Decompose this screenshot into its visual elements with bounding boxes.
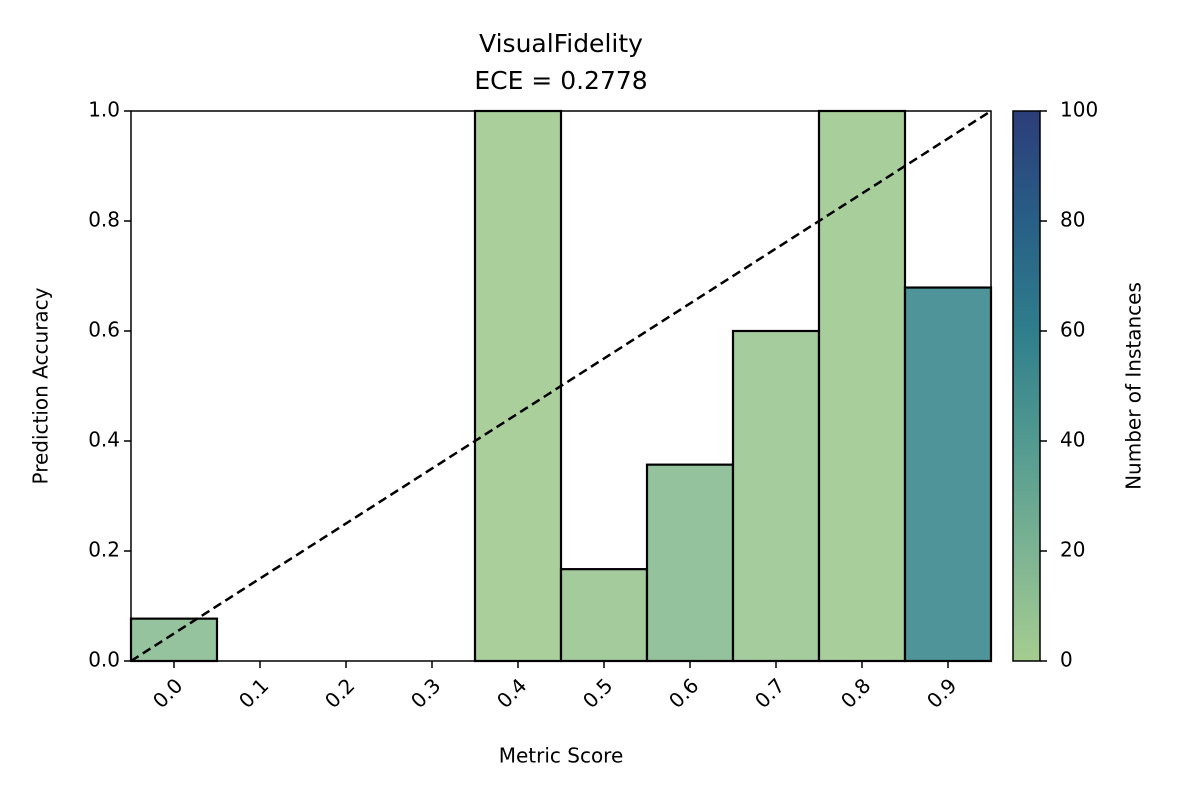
y-tick-label: 0.6: [88, 318, 120, 342]
bar: [731, 329, 821, 663]
chart-title: VisualFidelity: [479, 29, 643, 58]
bar: [903, 286, 993, 663]
x-tick-label: 0.2: [320, 673, 359, 712]
y-tick-label: 0.2: [88, 538, 120, 562]
bar: [559, 568, 649, 663]
y-tick-label: 0.0: [88, 648, 120, 672]
y-axis-label: Prediction Accuracy: [29, 287, 53, 484]
colorbar-tick-label: 80: [1060, 208, 1085, 232]
colorbar-tick-label: 60: [1060, 318, 1085, 342]
colorbar-tick-label: 20: [1060, 538, 1085, 562]
y-tick-label: 0.8: [88, 208, 120, 232]
y-tick-label: 1.0: [88, 98, 120, 122]
x-tick-label: 0.0: [148, 673, 187, 712]
colorbar-label: Number of Instances: [1122, 282, 1146, 490]
colorbar: [1012, 110, 1041, 662]
x-tick-label: 0.8: [836, 673, 875, 712]
x-tick-label: 0.1: [234, 673, 273, 712]
chart-subtitle: ECE = 0.2778: [474, 66, 647, 95]
x-tick-label: 0.3: [406, 673, 445, 712]
x-tick-label: 0.7: [750, 673, 789, 712]
bar: [817, 109, 907, 663]
x-tick-label: 0.6: [664, 673, 703, 712]
x-tick-label: 0.9: [922, 673, 961, 712]
x-tick-label: 0.5: [578, 673, 617, 712]
y-tick-label: 0.4: [88, 428, 120, 452]
bar: [645, 463, 735, 663]
x-tick-label: 0.4: [492, 673, 531, 712]
bar: [473, 109, 563, 663]
bar: [129, 617, 219, 663]
colorbar-tick-label: 0: [1060, 648, 1073, 672]
colorbar-tick-label: 100: [1060, 98, 1098, 122]
diagonal-reference: [130, 109, 992, 663]
x-axis-label: Metric Score: [499, 744, 624, 768]
colorbar-tick-label: 40: [1060, 428, 1085, 452]
plot-frame: [130, 110, 992, 662]
